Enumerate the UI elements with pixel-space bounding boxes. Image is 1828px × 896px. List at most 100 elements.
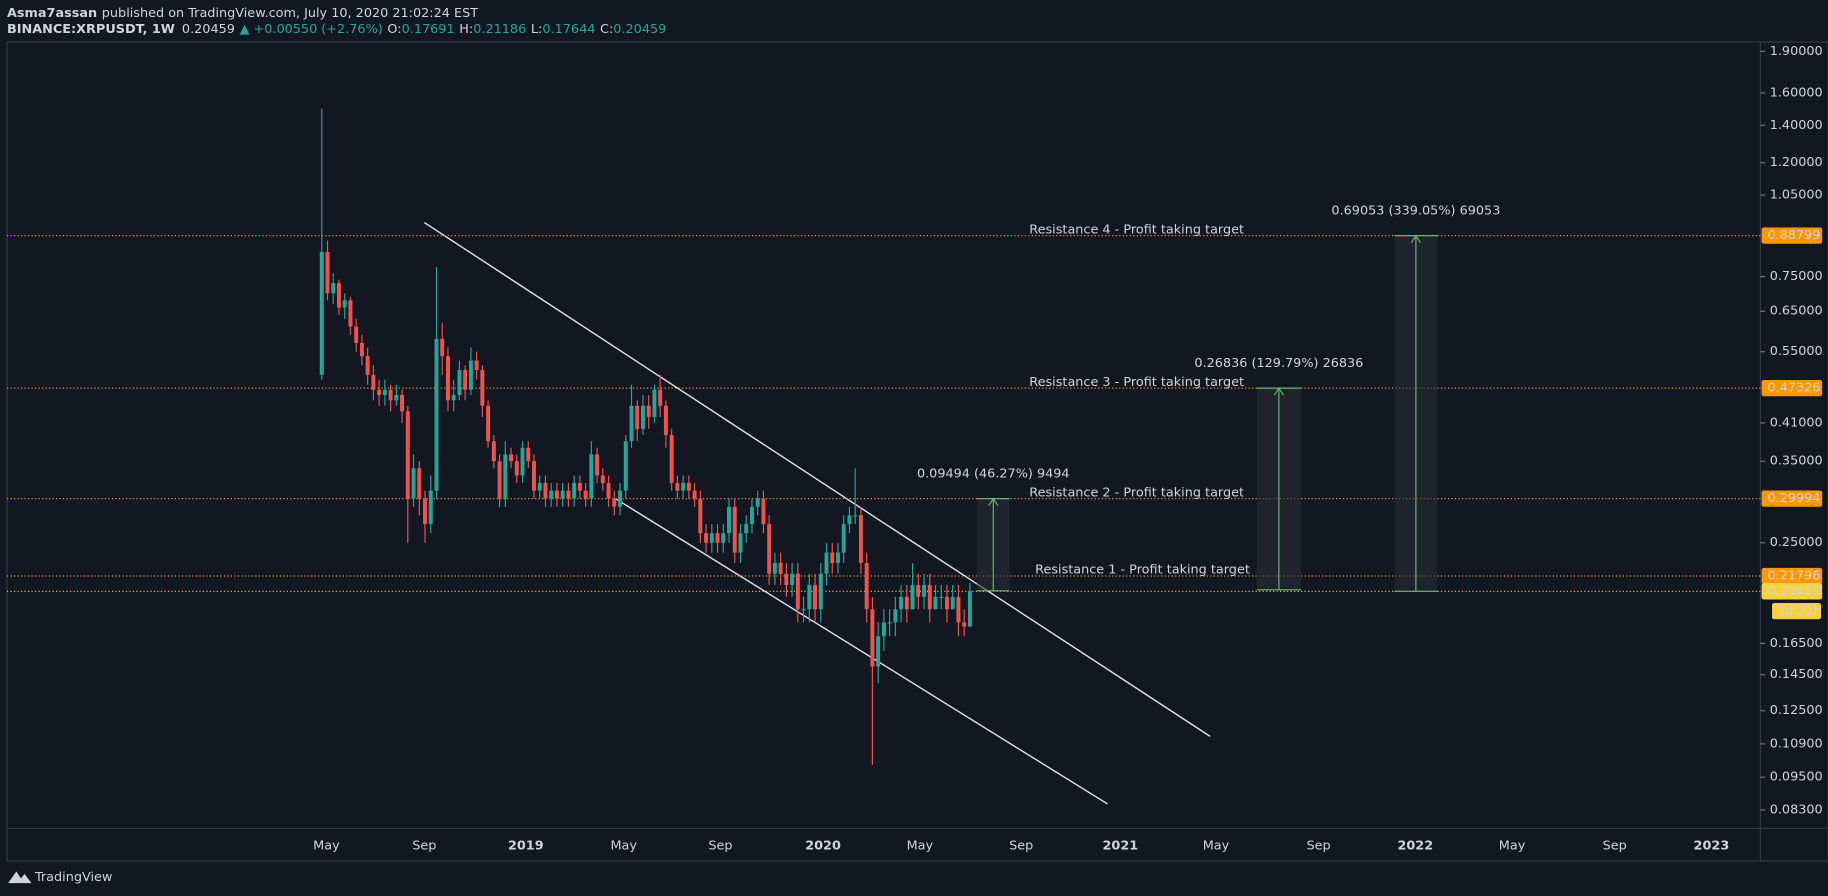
candle-body	[836, 552, 840, 563]
candle-body	[818, 573, 823, 610]
candle-body	[543, 482, 548, 499]
candle-body	[887, 622, 892, 624]
candle-body	[417, 468, 422, 499]
measure-arrowhead	[1273, 387, 1285, 396]
measure-label: 0.26836 (129.79%) 26836	[1194, 356, 1363, 371]
candle-body	[474, 360, 479, 371]
candle-body	[950, 596, 955, 610]
candle-body	[904, 596, 909, 610]
candle-body	[348, 300, 353, 327]
candle-body	[847, 515, 852, 525]
measure-label: 0.69053 (339.05%) 69053	[1331, 204, 1500, 219]
candle-body	[663, 405, 668, 436]
candle-body	[761, 498, 766, 525]
candle-body	[382, 389, 387, 396]
x-tick-label: May	[907, 838, 934, 853]
candle-body	[772, 562, 777, 574]
candle-body	[858, 515, 863, 563]
candle-body	[400, 395, 405, 412]
candle-body	[922, 585, 927, 597]
candle-body	[577, 482, 582, 491]
x-tick-label: Sep	[1603, 838, 1627, 853]
level-badge-label: 0.47326	[1767, 381, 1820, 396]
channel-lower	[615, 498, 1108, 805]
candle-body	[944, 596, 949, 610]
x-tick-label: May	[1203, 838, 1230, 853]
candle-body	[767, 524, 772, 574]
level-badge	[1761, 490, 1823, 507]
candle-body	[853, 515, 858, 517]
candle-body	[795, 573, 800, 610]
candle-body	[445, 356, 450, 401]
y-tick-label: 1.05000	[1770, 188, 1823, 203]
candle-body	[342, 300, 347, 308]
candle-body	[658, 389, 663, 406]
candle-body	[692, 490, 697, 499]
x-tick-label: 2020	[805, 838, 841, 853]
open: 0.17691	[402, 22, 455, 37]
author: Asma7assan	[7, 5, 97, 20]
candle-body	[635, 405, 640, 429]
candle-body	[451, 395, 456, 401]
high: 0.21186	[473, 22, 526, 37]
candle-body	[640, 405, 645, 429]
candle-body	[497, 461, 502, 499]
candle-body	[790, 573, 795, 586]
candle-body	[560, 490, 565, 499]
candle-body	[509, 454, 514, 462]
candle-body	[480, 370, 485, 406]
candle-body	[933, 596, 938, 610]
level-badge	[1761, 567, 1823, 585]
candle-body	[388, 389, 393, 401]
candle-body	[841, 524, 846, 553]
change: ▲ +0.00550 (+2.76%)	[240, 22, 383, 37]
candle-body	[554, 490, 559, 499]
measure-arrowhead	[1410, 234, 1422, 243]
y-tick-label: 0.35000	[1770, 454, 1823, 469]
c-label: C:	[600, 22, 613, 37]
candle-body	[549, 490, 554, 499]
candle-body	[606, 482, 611, 499]
candle-body	[371, 374, 376, 390]
h-label: H:	[459, 22, 473, 37]
candle-body	[755, 498, 760, 507]
level-badge-label: 0.21796	[1767, 568, 1820, 583]
candle-body	[336, 283, 341, 308]
candle-body	[629, 405, 634, 442]
candle-body	[784, 573, 789, 586]
x-tick-label: May	[610, 838, 637, 853]
symbol: BINANCE:XRPUSDT, 1W	[7, 22, 175, 37]
y-tick-label: 0.16500	[1770, 636, 1823, 651]
candle-body	[916, 585, 921, 597]
countdown: 1d 22h	[1777, 604, 1822, 619]
candle-body	[686, 482, 691, 491]
candle-body	[354, 326, 359, 344]
x-tick-label: May	[313, 838, 340, 853]
level-badge	[1761, 379, 1823, 397]
candle-body	[520, 447, 525, 476]
candle-body	[870, 609, 875, 667]
candle-body	[778, 562, 783, 574]
x-tick-label: Sep	[1009, 838, 1033, 853]
y-tick-label: 0.65000	[1770, 304, 1823, 319]
candle-body	[405, 411, 410, 499]
resistance-label: Resistance 3 - Profit taking target	[1029, 375, 1244, 390]
candle-body	[457, 370, 462, 396]
y-tick-label: 0.10900	[1770, 736, 1823, 751]
candle-body	[526, 447, 531, 462]
candle-body	[463, 370, 468, 390]
candle-body	[503, 454, 508, 499]
x-tick-label: Sep	[708, 838, 732, 853]
resistance-label: Resistance 2 - Profit taking target	[1029, 485, 1244, 500]
candle-body	[881, 622, 886, 637]
last-price-badge	[1761, 583, 1823, 600]
candle-body	[491, 441, 496, 462]
y-tick-label: 0.75000	[1770, 269, 1823, 284]
x-tick-label: Sep	[412, 838, 436, 853]
candle-body	[807, 585, 812, 610]
candle-body	[675, 482, 680, 491]
candle-body	[377, 389, 382, 396]
candle-body	[899, 596, 904, 610]
candle-body	[359, 343, 364, 357]
